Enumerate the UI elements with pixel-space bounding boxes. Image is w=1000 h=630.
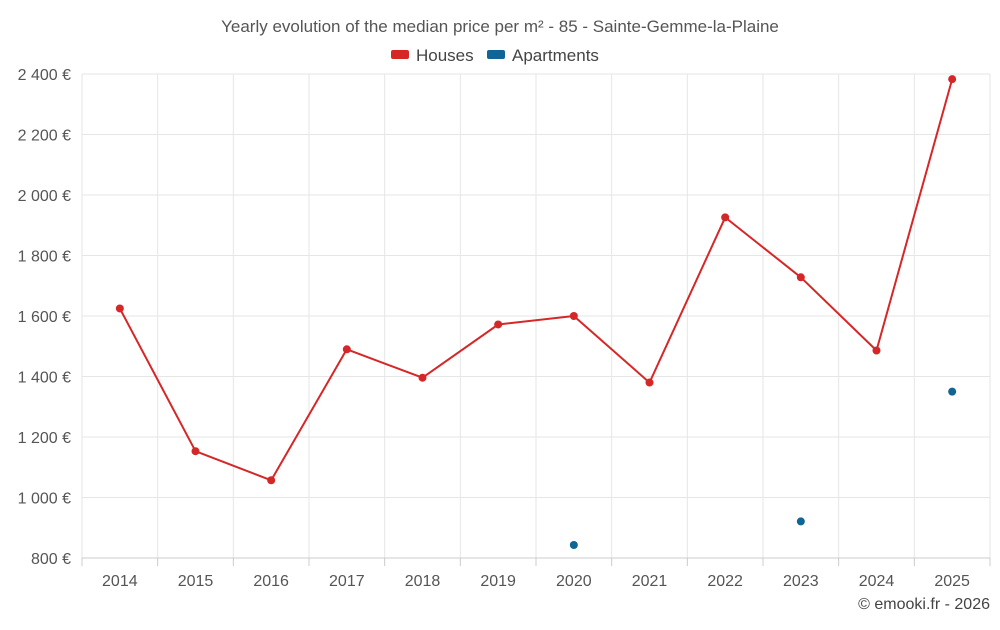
data-point-apartments[interactable] bbox=[569, 540, 578, 549]
data-point-houses[interactable] bbox=[342, 345, 351, 354]
data-point-houses[interactable] bbox=[721, 213, 730, 222]
data-point-houses[interactable] bbox=[569, 312, 578, 320]
x-tick-label: 2014 bbox=[102, 573, 138, 590]
legend: Houses Apartments bbox=[391, 46, 599, 65]
credit-text[interactable]: © emooki.fr - 2026 bbox=[858, 596, 990, 613]
data-point-apartments[interactable] bbox=[796, 517, 805, 526]
legend-label-apartments: Apartments bbox=[512, 46, 599, 65]
chart-title: Yearly evolution of the median price per… bbox=[221, 17, 779, 36]
y-tick-label: 2 200 € bbox=[18, 128, 71, 145]
data-point-houses[interactable] bbox=[418, 373, 427, 382]
x-tick-label: 2020 bbox=[556, 573, 592, 590]
x-axis-tick-labels: 2014 2015 2016 2017 2018 2019 2020 2021 2022 2023… bbox=[102, 573, 970, 590]
y-tick-label: 1 400 € bbox=[18, 370, 71, 387]
y-tick-label: 1 000 € bbox=[18, 491, 71, 508]
x-tick-label: 2024 bbox=[859, 573, 895, 590]
legend-item-apartments[interactable]: Apartments bbox=[487, 46, 599, 65]
data-point-houses[interactable] bbox=[645, 378, 654, 387]
legend-swatch-apartments bbox=[487, 50, 505, 59]
x-tick-label: 2017 bbox=[329, 573, 365, 590]
data-point-houses[interactable] bbox=[872, 346, 881, 355]
y-tick-label: 800 € bbox=[31, 551, 71, 568]
y-tick-label: 1 600 € bbox=[18, 309, 71, 326]
y-tick-label: 2 400 € bbox=[18, 67, 71, 84]
data-point-houses[interactable] bbox=[796, 273, 805, 282]
data-point-houses[interactable] bbox=[494, 320, 503, 329]
legend-label-houses: Houses bbox=[416, 46, 474, 65]
x-tick-label: 2015 bbox=[178, 573, 214, 590]
data-point-houses[interactable] bbox=[267, 476, 276, 485]
x-tick-label: 2021 bbox=[632, 573, 668, 590]
series-layer bbox=[115, 75, 957, 549]
y-tick-label: 1 200 € bbox=[18, 430, 71, 447]
series-line-houses bbox=[118, 78, 954, 482]
data-point-houses[interactable] bbox=[191, 447, 200, 456]
y-axis-tick-labels: 800 € 1 000 € 1 200 € 1 400 € 1 600 € 1 800 €… bbox=[18, 67, 71, 568]
legend-item-houses[interactable]: Houses bbox=[391, 46, 474, 65]
x-tick-label: 2016 bbox=[253, 573, 289, 590]
legend-swatch-houses bbox=[391, 50, 409, 59]
x-tick-label: 2025 bbox=[934, 573, 970, 590]
x-tick-label: 2023 bbox=[783, 573, 819, 590]
x-axis-ticks bbox=[81, 558, 991, 566]
x-gridlines bbox=[81, 74, 991, 558]
data-point-houses[interactable] bbox=[115, 304, 124, 313]
y-tick-label: 1 800 € bbox=[18, 249, 71, 266]
x-tick-label: 2022 bbox=[707, 573, 743, 590]
x-tick-label: 2018 bbox=[405, 573, 441, 590]
y-tick-label: 2 000 € bbox=[18, 188, 71, 205]
data-point-houses[interactable] bbox=[948, 75, 957, 84]
data-point-apartments[interactable] bbox=[948, 387, 957, 396]
x-tick-label: 2019 bbox=[480, 573, 516, 590]
